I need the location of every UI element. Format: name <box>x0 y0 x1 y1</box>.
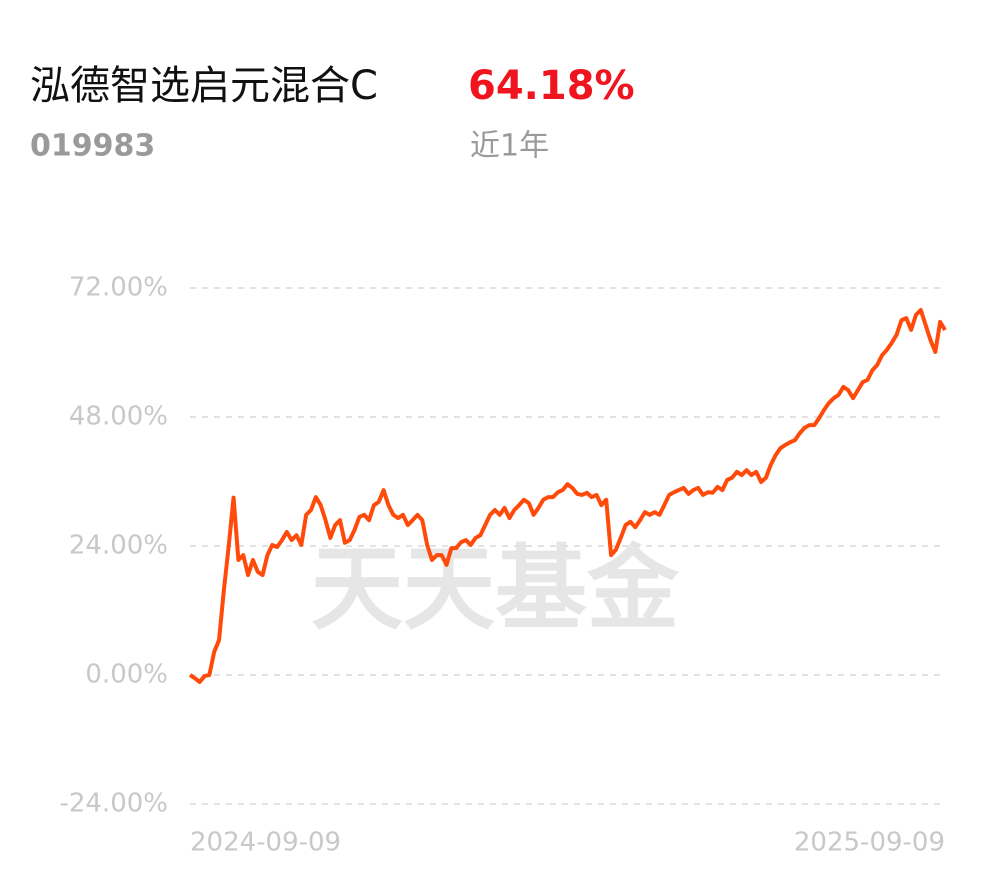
y-tick-label: -24.00% <box>59 789 168 819</box>
y-tick-label: 0.00% <box>85 660 168 690</box>
watermark: 天天基金 <box>311 535 680 642</box>
y-tick-label: 72.00% <box>69 273 168 303</box>
line-series <box>188 308 947 684</box>
x-tick-label: 2024-09-09 <box>190 828 341 858</box>
period-label: 近1年 <box>470 129 549 164</box>
y-tick-label: 48.00% <box>69 402 168 432</box>
return-value: 64.18% <box>468 63 635 109</box>
fund-name: 泓德智选启元混合C <box>30 63 378 109</box>
y-tick-label: 24.00% <box>69 531 168 561</box>
fund-code: 019983 <box>30 129 155 164</box>
x-tick-label: 2025-09-09 <box>794 828 945 858</box>
